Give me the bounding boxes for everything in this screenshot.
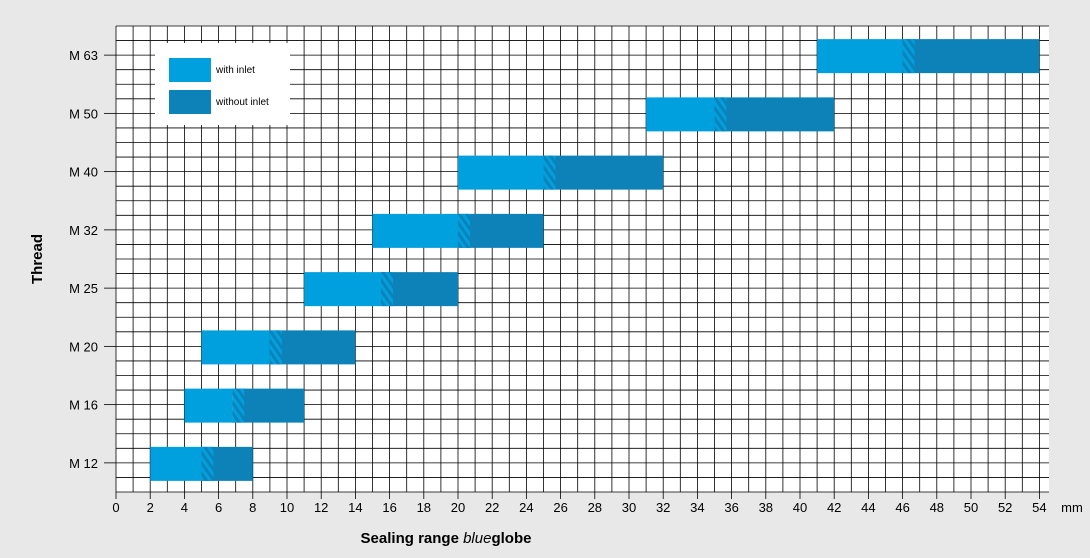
legend-swatch: [169, 90, 211, 114]
bar-without-inlet: [458, 213, 544, 248]
x-tick-label: 32: [656, 500, 670, 515]
x-tick-label: 48: [930, 500, 944, 515]
bar-with-inlet: [458, 155, 544, 190]
x-tick-label: 38: [759, 500, 773, 515]
x-tick-label: 52: [998, 500, 1012, 515]
bar-without-inlet: [269, 330, 356, 365]
bar-without-inlet: [714, 97, 835, 132]
x-tick-label: 26: [553, 500, 567, 515]
x-tick-label: 12: [314, 500, 328, 515]
x-tick-label: 10: [280, 500, 294, 515]
bar-with-inlet: [304, 272, 382, 307]
legend: with inlet without inlet: [155, 43, 290, 125]
bar-overlap: [714, 97, 727, 132]
bar-overlap: [232, 388, 245, 423]
bar-with-inlet: [372, 213, 458, 248]
x-axis: 0 2 4 6 8 10 12 14 16 18 20 22 24 26 28 30 32 34 36 38 40 42 4…: [112, 492, 1047, 515]
y-tick-label: M 12: [69, 456, 98, 471]
x-tick-label: 44: [861, 500, 875, 515]
x-tick-label: 40: [793, 500, 807, 515]
x-tick-label: 2: [147, 500, 154, 515]
x-axis-title-bold: globe: [491, 530, 531, 547]
bar-with-inlet: [646, 97, 715, 132]
x-tick-label: 20: [451, 500, 465, 515]
x-tick-label: 4: [181, 500, 188, 515]
y-tick-label: M 40: [69, 165, 98, 180]
y-tick-label: M 20: [69, 339, 98, 354]
x-tick-label: 24: [519, 500, 533, 515]
y-tick-label: M 25: [69, 281, 98, 296]
bar-without-inlet: [902, 39, 1040, 74]
x-axis-title: Sealing range blueglobe: [361, 530, 532, 547]
bar-overlap: [269, 330, 282, 365]
y-tick-label: M 63: [69, 48, 98, 63]
x-tick-label: 42: [827, 500, 841, 515]
bar-overlap: [902, 39, 915, 74]
legend-swatch: [169, 58, 211, 82]
bar-overlap: [543, 155, 556, 190]
x-tick-label: 18: [417, 500, 431, 515]
x-tick-label: 30: [622, 500, 636, 515]
bar-overlap: [201, 446, 214, 481]
y-tick-label: M 50: [69, 106, 98, 121]
x-axis-title-prefix: Sealing range: [361, 530, 464, 547]
x-tick-label: 6: [215, 500, 222, 515]
legend-label: without inlet: [215, 97, 269, 108]
legend-label: with inlet: [215, 65, 255, 76]
x-tick-label: 16: [382, 500, 396, 515]
bar-with-inlet: [817, 39, 903, 74]
y-tick-label: M 32: [69, 223, 98, 238]
x-tick-label: 34: [690, 500, 704, 515]
bar-with-inlet: [201, 330, 270, 365]
bar-with-inlet: [184, 388, 233, 423]
x-tick-label: 54: [1032, 500, 1046, 515]
x-tick-label: 46: [895, 500, 909, 515]
x-tick-label: 36: [724, 500, 738, 515]
x-tick-label: 28: [588, 500, 602, 515]
bars: [150, 39, 1040, 481]
y-axis: M 12 M 16 M 20 M 25 M 32 M 40 M 50 M 63: [69, 48, 116, 471]
bar-with-inlet: [150, 446, 202, 481]
x-tick-label: 14: [348, 500, 362, 515]
bar-overlap: [458, 213, 470, 248]
y-tick-label: M 16: [69, 398, 98, 413]
x-tick-label: 8: [249, 500, 256, 515]
bar-overlap: [381, 272, 394, 307]
x-tick-label: 50: [964, 500, 978, 515]
x-tick-label: 0: [112, 500, 119, 515]
y-axis-title: Thread: [29, 234, 46, 284]
x-axis-title-italic: blue: [463, 530, 491, 547]
bar-without-inlet: [543, 155, 664, 190]
x-tick-label: 22: [485, 500, 499, 515]
x-axis-unit: mm: [1061, 500, 1083, 515]
bar-without-inlet: [381, 272, 458, 307]
